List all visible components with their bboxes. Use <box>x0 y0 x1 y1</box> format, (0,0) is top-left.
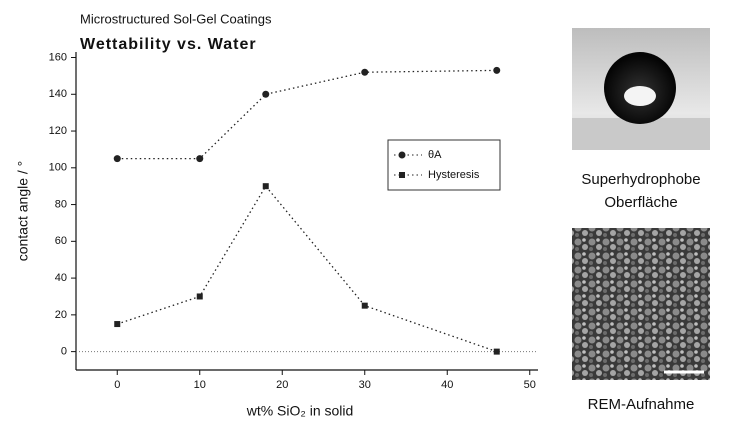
y-tick-label: 120 <box>49 125 67 137</box>
marker <box>398 151 406 159</box>
x-tick-label: 50 <box>524 379 536 391</box>
y-tick-label: 20 <box>55 309 67 321</box>
marker <box>114 321 121 328</box>
marker <box>262 183 269 190</box>
series-line <box>117 69 497 160</box>
marker <box>262 90 270 98</box>
marker <box>113 155 121 163</box>
legend-label: Hysteresis <box>428 169 480 181</box>
marker <box>361 302 368 309</box>
marker <box>399 172 405 178</box>
y-tick-label: 160 <box>49 51 67 63</box>
y-tick-label: 40 <box>55 272 67 284</box>
series-line <box>117 185 497 353</box>
sem-image <box>572 228 710 380</box>
chart-title: Microstructured Sol-Gel Coatings <box>80 11 272 26</box>
y-tick-label: 140 <box>49 88 67 100</box>
x-tick-label: 10 <box>194 379 206 391</box>
marker <box>493 348 500 355</box>
legend-label: θA <box>428 149 442 161</box>
x-tick-label: 20 <box>276 379 288 391</box>
y-tick-label: 100 <box>49 162 67 174</box>
marker <box>196 155 204 163</box>
y-axis-label: contact angle / ° <box>15 161 31 262</box>
x-tick-label: 40 <box>441 379 453 391</box>
image-caption: REM-Aufnahme <box>588 396 695 413</box>
y-tick-label: 80 <box>55 198 67 210</box>
y-tick-label: 0 <box>61 346 67 358</box>
image-caption: Oberfläche <box>604 194 677 211</box>
image-caption: Superhydrophobe <box>581 171 700 188</box>
marker <box>493 66 501 74</box>
x-tick-label: 30 <box>359 379 371 391</box>
droplet-highlight <box>624 86 656 106</box>
marker <box>196 293 203 300</box>
legend-box <box>387 139 501 191</box>
x-axis-label: wt% SiO₂ in solid <box>246 403 354 419</box>
y-tick-label: 60 <box>55 235 67 247</box>
x-tick-label: 0 <box>114 379 120 391</box>
photo-droplet <box>572 28 710 150</box>
chart-subtitle: Wettability vs. Water <box>80 36 257 53</box>
marker <box>361 68 369 76</box>
